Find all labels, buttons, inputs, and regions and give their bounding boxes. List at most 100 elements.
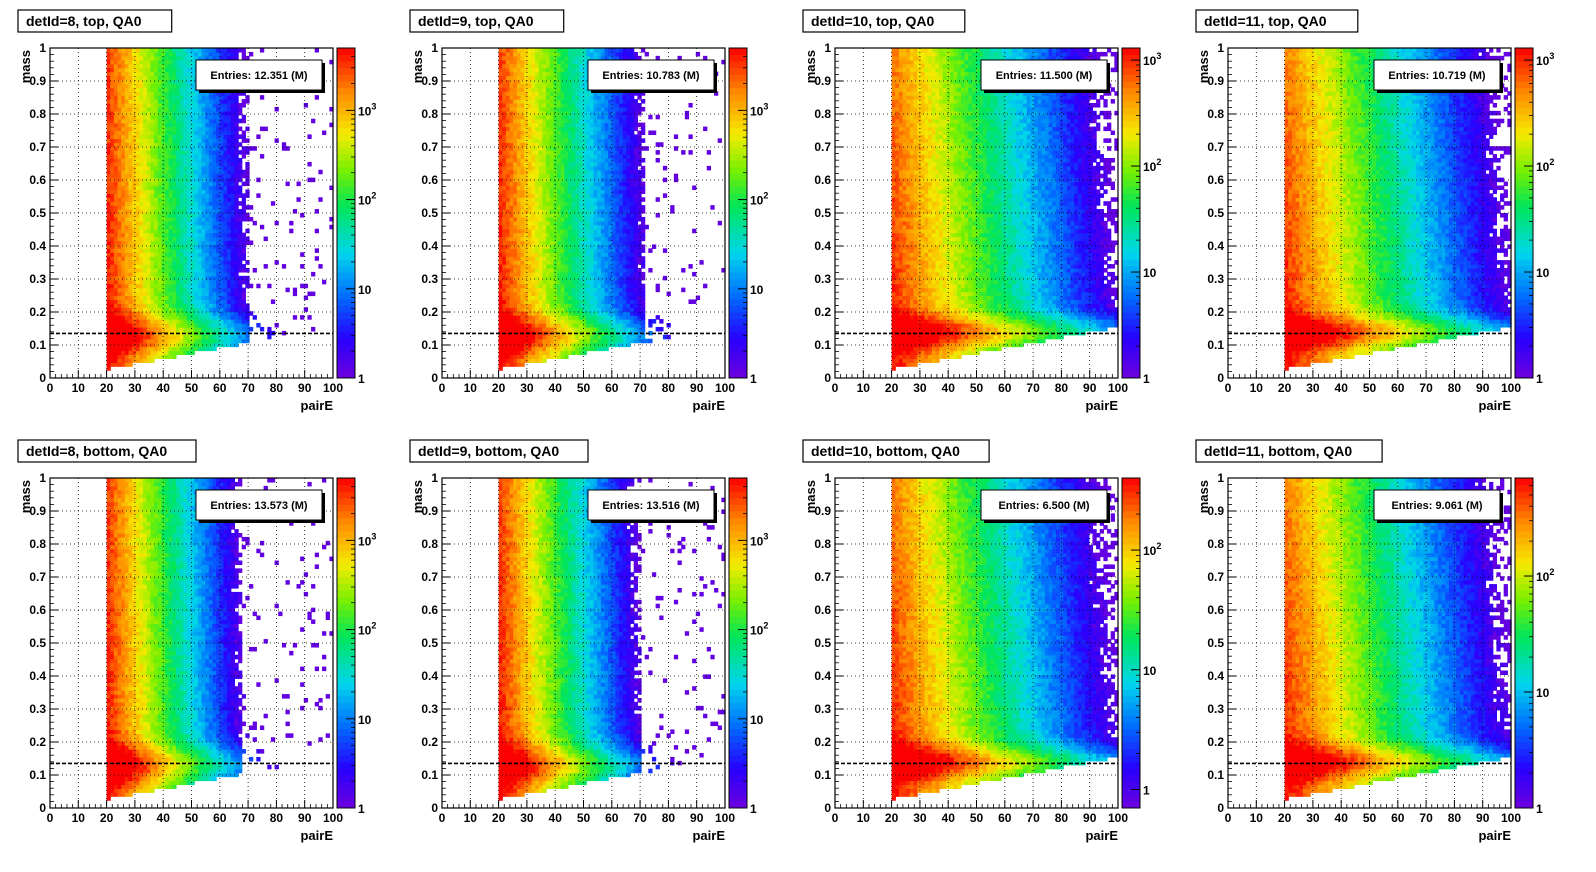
panel-title: detId=8, bottom, QA0 bbox=[18, 440, 196, 462]
y-tick-label: 0.3 bbox=[421, 272, 438, 286]
x-tick-label: 10 bbox=[464, 811, 478, 825]
x-tick-label: 70 bbox=[1026, 381, 1040, 395]
x-axis-title: pairE bbox=[1478, 398, 1511, 413]
x-tick-label: 60 bbox=[605, 811, 619, 825]
colorbar-tick-label: 102 bbox=[358, 621, 376, 638]
x-tick-label: 20 bbox=[1278, 381, 1292, 395]
y-axis-title: mass bbox=[803, 480, 818, 513]
x-tick-label: 20 bbox=[100, 381, 114, 395]
colorbar-tick-label: 1 bbox=[1143, 783, 1150, 797]
x-tick-label: 0 bbox=[1225, 811, 1232, 825]
y-tick-label: 0.3 bbox=[814, 702, 831, 716]
x-tick-label: 90 bbox=[1083, 381, 1097, 395]
x-tick-label: 50 bbox=[970, 381, 984, 395]
y-tick-label: 0.4 bbox=[814, 669, 831, 683]
y-tick-label: 0.3 bbox=[814, 272, 831, 286]
panel-title-text: detId=10, top, QA0 bbox=[811, 13, 935, 29]
x-tick-label: 20 bbox=[492, 381, 506, 395]
y-tick-label: 0.6 bbox=[1207, 173, 1224, 187]
y-tick-label: 0.4 bbox=[29, 239, 46, 253]
colorbar-tick-label: 102 bbox=[750, 621, 768, 638]
y-axis-title: mass bbox=[18, 480, 33, 513]
y-tick-label: 1 bbox=[824, 41, 831, 55]
y-tick-label: 0.8 bbox=[29, 107, 46, 121]
y-tick-label: 0 bbox=[824, 371, 831, 385]
y-tick-label: 0.6 bbox=[421, 173, 438, 187]
x-tick-label: 80 bbox=[270, 381, 284, 395]
y-axis-title: mass bbox=[1196, 50, 1211, 83]
y-tick-label: 0.2 bbox=[1207, 735, 1224, 749]
y-axis-title: mass bbox=[18, 50, 33, 83]
x-tick-label: 100 bbox=[1501, 811, 1521, 825]
x-tick-label: 40 bbox=[549, 811, 563, 825]
x-tick-label: 10 bbox=[857, 381, 871, 395]
x-tick-label: 60 bbox=[213, 381, 227, 395]
y-tick-label: 1 bbox=[431, 41, 438, 55]
x-tick-label: 100 bbox=[323, 811, 343, 825]
y-tick-label: 0.3 bbox=[421, 702, 438, 716]
panel-title-text: detId=11, bottom, QA0 bbox=[1204, 443, 1352, 459]
y-tick-label: 0.8 bbox=[421, 537, 438, 551]
y-tick-label: 0.5 bbox=[29, 636, 46, 650]
colorbar-tick-label: 1 bbox=[750, 372, 757, 386]
x-axis-title: pairE bbox=[692, 398, 725, 413]
y-tick-label: 0.7 bbox=[1207, 570, 1224, 584]
y-tick-label: 0.5 bbox=[421, 636, 438, 650]
x-tick-label: 50 bbox=[185, 811, 199, 825]
y-tick-label: 0.7 bbox=[1207, 140, 1224, 154]
y-tick-label: 0.5 bbox=[1207, 206, 1224, 220]
x-tick-label: 40 bbox=[1335, 811, 1349, 825]
x-tick-label: 80 bbox=[662, 811, 676, 825]
y-tick-label: 1 bbox=[39, 41, 46, 55]
colorbar-tick-label: 10 bbox=[750, 713, 764, 727]
colorbar-tick-label: 1 bbox=[750, 802, 757, 816]
y-tick-label: 0.2 bbox=[421, 735, 438, 749]
y-tick-label: 0.7 bbox=[29, 140, 46, 154]
x-tick-label: 100 bbox=[1501, 381, 1521, 395]
y-tick-label: 0.2 bbox=[1207, 305, 1224, 319]
panel-title: detId=11, bottom, QA0 bbox=[1196, 440, 1382, 462]
y-tick-label: 0.5 bbox=[814, 206, 831, 220]
y-tick-label: 0.7 bbox=[421, 570, 438, 584]
y-tick-label: 0 bbox=[824, 801, 831, 815]
x-tick-label: 80 bbox=[270, 811, 284, 825]
x-tick-label: 60 bbox=[1391, 381, 1405, 395]
y-tick-label: 0.8 bbox=[814, 537, 831, 551]
colorbar-tick-label: 1 bbox=[1536, 372, 1543, 386]
x-tick-label: 0 bbox=[832, 381, 839, 395]
y-tick-label: 0.4 bbox=[814, 239, 831, 253]
y-tick-label: 0.7 bbox=[29, 570, 46, 584]
x-tick-label: 20 bbox=[1278, 811, 1292, 825]
x-tick-label: 80 bbox=[1448, 811, 1462, 825]
colorbar-tick-label: 1 bbox=[1536, 802, 1543, 816]
x-tick-label: 90 bbox=[690, 811, 704, 825]
x-tick-label: 100 bbox=[1108, 381, 1128, 395]
colorbar-tick-label: 10 bbox=[358, 713, 372, 727]
colorbar-tick-label: 103 bbox=[750, 101, 768, 118]
x-tick-label: 10 bbox=[72, 381, 86, 395]
x-tick-label: 40 bbox=[1335, 381, 1349, 395]
y-axis-title: mass bbox=[410, 50, 425, 83]
y-tick-label: 0.5 bbox=[421, 206, 438, 220]
y-tick-label: 0.4 bbox=[1207, 239, 1224, 253]
x-tick-label: 50 bbox=[577, 811, 591, 825]
y-tick-label: 0.8 bbox=[421, 107, 438, 121]
colorbar-tick-label: 103 bbox=[358, 101, 376, 118]
x-axis-title: pairE bbox=[1085, 828, 1118, 843]
stats-box: Entries: 9.061 (M) bbox=[1374, 490, 1503, 523]
x-tick-label: 90 bbox=[298, 811, 312, 825]
x-tick-label: 30 bbox=[520, 381, 534, 395]
y-tick-label: 0.1 bbox=[421, 338, 438, 352]
x-tick-label: 60 bbox=[1391, 811, 1405, 825]
x-tick-label: 0 bbox=[47, 811, 54, 825]
panel-title-text: detId=8, top, QA0 bbox=[26, 13, 142, 29]
y-tick-label: 0 bbox=[1217, 801, 1224, 815]
